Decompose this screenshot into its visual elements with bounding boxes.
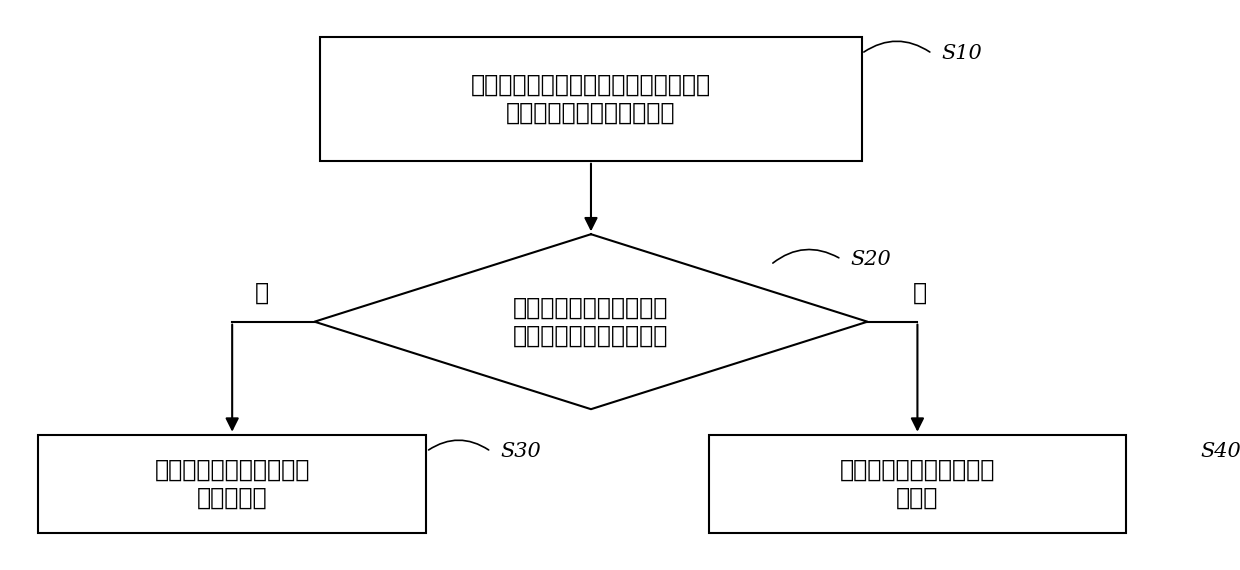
Text: 控制音频播放设备维持当
前状态: 控制音频播放设备维持当 前状态 — [839, 458, 996, 510]
Text: 预设的数据库中是否存储
有查询到的所述地址信息: 预设的数据库中是否存储 有查询到的所述地址信息 — [513, 296, 668, 348]
Bar — [38, 434, 427, 534]
Text: S20: S20 — [851, 250, 892, 268]
Text: S30: S30 — [501, 442, 541, 461]
Bar — [708, 434, 1126, 534]
Text: 查询当前与音频播放设备位于同一无线
网络中移动终端的地址信息: 查询当前与音频播放设备位于同一无线 网络中移动终端的地址信息 — [471, 73, 711, 125]
Text: 否: 否 — [914, 281, 928, 305]
Text: 控制所述音频播放设备启
动开机程序: 控制所述音频播放设备启 动开机程序 — [155, 458, 310, 510]
Text: S40: S40 — [1200, 442, 1240, 461]
Text: 是: 是 — [254, 281, 269, 305]
Bar — [320, 36, 862, 161]
Text: S10: S10 — [941, 44, 982, 63]
